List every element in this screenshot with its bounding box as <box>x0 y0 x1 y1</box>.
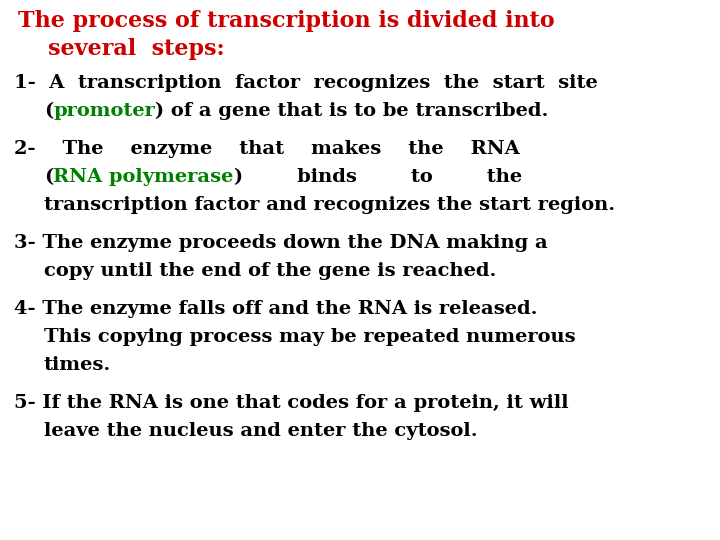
Text: 3- The enzyme proceeds down the DNA making a: 3- The enzyme proceeds down the DNA maki… <box>14 234 548 252</box>
Text: copy until the end of the gene is reached.: copy until the end of the gene is reache… <box>44 262 496 280</box>
Text: (: ( <box>44 102 53 120</box>
Text: RNA polymerase: RNA polymerase <box>53 168 233 186</box>
Text: promoter: promoter <box>53 102 155 120</box>
Text: 4- The enzyme falls off and the RNA is released.: 4- The enzyme falls off and the RNA is r… <box>14 300 538 318</box>
Text: 5- If the RNA is one that codes for a protein, it will: 5- If the RNA is one that codes for a pr… <box>14 394 569 412</box>
Text: The process of transcription is divided into: The process of transcription is divided … <box>18 10 554 32</box>
Text: )        binds        to        the: ) binds to the <box>233 168 522 186</box>
Text: several  steps:: several steps: <box>48 38 225 60</box>
Text: 2-    The    enzyme    that    makes    the    RNA: 2- The enzyme that makes the RNA <box>14 140 520 158</box>
Text: transcription factor and recognizes the start region.: transcription factor and recognizes the … <box>44 196 615 214</box>
Text: times.: times. <box>44 356 112 374</box>
Text: This copying process may be repeated numerous: This copying process may be repeated num… <box>44 328 575 346</box>
Text: ) of a gene that is to be transcribed.: ) of a gene that is to be transcribed. <box>155 102 549 120</box>
Text: (: ( <box>44 168 53 186</box>
Text: 1-  A  transcription  factor  recognizes  the  start  site: 1- A transcription factor recognizes the… <box>14 74 598 92</box>
Text: leave the nucleus and enter the cytosol.: leave the nucleus and enter the cytosol. <box>44 422 477 440</box>
